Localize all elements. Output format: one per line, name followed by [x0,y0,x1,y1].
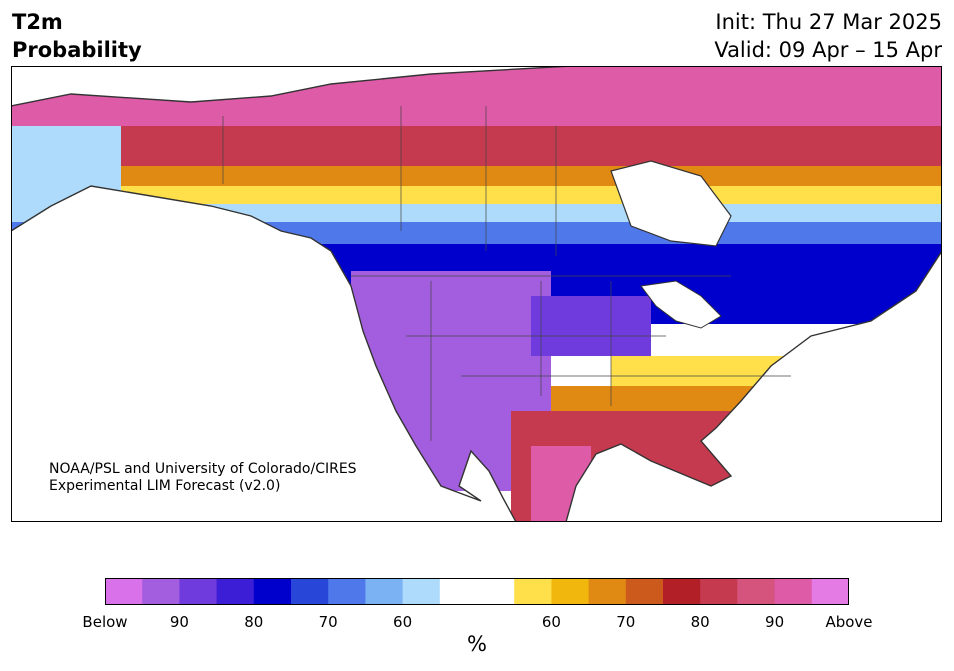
colorbar-tick-label: 60 [393,613,413,631]
colorbar-swatch [700,578,738,605]
colorbar-swatch [477,578,515,605]
forecast-map [11,66,942,522]
colorbar-tick-label: 90 [765,613,785,631]
title-variable: T2m [12,10,63,34]
colorbar-swatch [514,578,552,605]
colorbar-swatch [216,578,255,605]
valid-date: Valid: 09 Apr – 15 Apr [714,38,942,62]
colorbar-swatch [402,578,441,605]
colorbar-swatch [663,578,701,605]
init-date: Init: Thu 27 Mar 2025 [715,10,942,34]
title-block: T2m Probability [12,8,142,64]
colorbar-swatch [291,578,329,605]
colorbar-tick-label: Above [825,613,873,631]
colorbar-tick-label: 80 [690,613,710,631]
colorbar [105,578,849,605]
colorbar-swatch [105,578,143,605]
colorbar-swatch [588,578,627,605]
map-frame [11,66,942,522]
colorbar-swatch [811,578,849,605]
title-product: Probability [12,38,142,62]
hudson-bay [610,160,732,247]
colorbar-tick-label: 90 [169,613,189,631]
credit-line-1: NOAA/PSL and University of Colorado/CIRE… [49,461,357,477]
coastline [11,66,942,522]
colorbar-swatch [365,578,404,605]
date-block: Init: Thu 27 Mar 2025 Valid: 09 Apr – 15… [714,8,942,64]
colorbar-tick-label: 80 [244,613,264,631]
colorbar-swatch [179,578,218,605]
great-lakes [640,280,722,329]
colorbar-swatch [328,578,366,605]
colorbar-swatch [774,578,813,605]
colorbar-swatch [625,578,664,605]
band-north-above-80 [11,126,942,166]
colorbar-swatch [439,578,478,605]
credit-text: NOAA/PSL and University of Colorado/CIRE… [49,461,357,495]
credit-line-2: Experimental LIM Forecast (v2.0) [49,478,281,494]
band-north-above-70 [11,166,942,186]
colorbar-tick-label: 60 [541,613,561,631]
colorbar-swatch [253,578,292,605]
borders [222,106,791,441]
band-central-below [531,296,651,356]
colorbar-tick-label: Below [82,613,128,631]
colorbar-unit: % [467,632,487,656]
colorbar-swatch [142,578,180,605]
colorbar-tick-label: 70 [616,613,636,631]
colorbar-outline [105,578,849,605]
colorbar-swatch [737,578,776,605]
colorbar-swatch [551,578,590,605]
colorbar-tick-label: 70 [318,613,338,631]
